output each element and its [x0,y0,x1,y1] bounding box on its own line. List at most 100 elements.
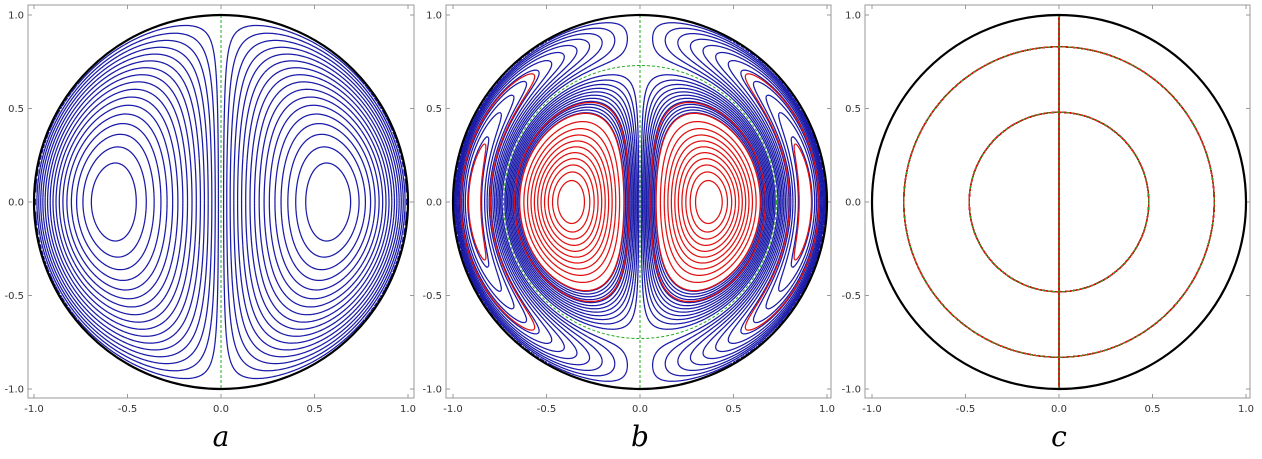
vortex-streamline [530,134,613,270]
outer-streamline [517,109,816,295]
outer-separatrix-circle [903,46,1215,358]
outer-streamline [514,80,819,324]
vortex-streamline [659,120,757,284]
outer-streamline [510,51,823,353]
streamline [49,74,193,330]
streamline [52,81,189,323]
streamline [233,46,402,358]
x-tick-label: -1.0 [24,404,44,415]
outer-streamline [453,22,776,382]
x-tick-label: 0.5 [726,404,742,415]
streamline [253,81,390,323]
streamline [258,88,387,316]
x-tick-label: 1.0 [400,404,416,415]
boundary-circle [451,13,829,391]
y-tick-label: 0.0 [426,198,442,209]
streamline [46,67,197,337]
streamline [62,104,174,300]
streamline [236,53,400,351]
streamline [38,39,213,365]
vortex-streamline [689,171,729,233]
vortex-streamline [533,140,610,264]
y-tick-label: -0.5 [841,291,861,302]
streamline [58,96,179,308]
streamline [229,39,404,365]
vortex-streamline [674,146,743,258]
vortex-streamline [543,157,599,247]
outer-streamline [462,94,764,310]
y-tick-label: 0.0 [8,198,24,209]
vortex-streamline [513,73,820,331]
x-tick-label: 0.0 [213,404,229,415]
y-tick-label: -0.5 [422,291,442,302]
y-tick-label: 0.5 [8,104,24,115]
outer-streamline [454,32,774,372]
vortex-streamline [537,146,606,258]
outer-streamline [464,109,763,295]
vortex-streamline [523,120,621,284]
streamline [222,24,408,380]
streamline [75,133,155,271]
streamline [305,162,352,242]
streamline [34,24,220,380]
vortex-streamline [694,179,723,225]
streamline [55,88,184,316]
y-tick-label: -1.0 [422,385,442,396]
streamline [70,122,162,282]
x-tick-label: 0.0 [1051,404,1067,415]
outer-streamline [453,27,775,377]
vortex-streamline [551,171,591,233]
outer-streamline [458,59,768,345]
streamline [90,162,137,242]
vortex-streamline [557,179,586,225]
streamline [40,46,209,358]
outer-streamline [516,94,818,310]
outer-streamline [457,51,770,353]
vortex-streamline [663,127,754,277]
panel-b: -1.0 -0.5 0.0 0.5 1.0 1.0 0.5 0.0 -0.5 -1.0 [422,4,835,415]
x-tick-label: -1.0 [443,404,463,415]
streamline [295,146,360,258]
streamline [280,122,372,282]
y-tick-label: 0.5 [845,104,861,115]
boundary-circle [32,13,410,391]
inner-separatrix-circle [502,64,778,340]
x-tick-label: -1.0 [862,404,882,415]
streamline [263,96,384,308]
vortex-streamline [540,152,603,252]
x-tick-label: -0.5 [956,404,976,415]
streamline [42,53,206,351]
vortex-streamline [460,73,767,331]
panel-a-caption: a [212,420,230,453]
vortex-streamline [681,157,737,247]
vortex-streamline [667,134,750,270]
x-tick-label: 0.5 [1145,404,1161,415]
vortex-streamline [467,112,761,292]
y-tick-label: 1.0 [426,11,442,22]
x-tick-label: 0.0 [632,404,648,415]
vortex-streamline [547,164,595,240]
streamline [44,60,202,344]
outer-streamline [512,59,822,345]
streamline [240,60,398,344]
streamline [287,133,367,271]
panel-c: -1.0 -0.5 0.0 0.5 1.0 1.0 0.5 0.0 -0.5 -1.0 [841,4,1254,415]
streamline [268,104,380,300]
panel-c-caption: c [1051,420,1067,453]
y-tick-label: -1.0 [4,385,24,396]
panel-b-caption: b [631,420,649,453]
y-tick-label: 0.0 [845,198,861,209]
streamline [82,146,147,258]
outer-streamline [456,44,771,360]
boundary-circle [870,13,1248,391]
outer-streamline [506,32,826,372]
streamline [245,67,396,337]
vortex-streamline [526,127,617,277]
outer-streamline [461,80,766,324]
streamline [66,113,168,291]
vortex-streamline [685,164,733,240]
outer-streamline [509,44,824,360]
inner-separatrix-circle [968,111,1150,293]
y-tick-label: 0.5 [426,104,442,115]
